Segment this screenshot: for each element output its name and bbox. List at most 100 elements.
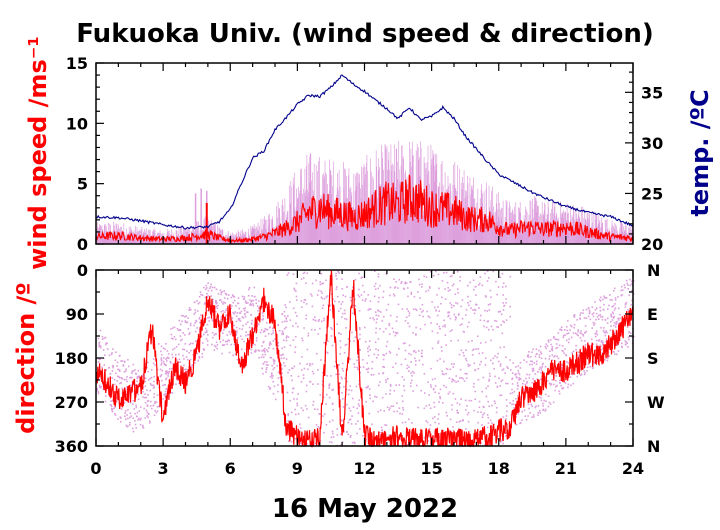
direction-sample-point: [567, 341, 570, 344]
direction-sample-point: [455, 302, 457, 304]
direction-sample-point: [398, 384, 401, 386]
direction-sample-point: [309, 364, 311, 367]
direction-sample-point: [617, 319, 620, 321]
direction-sample-point: [555, 379, 557, 382]
direction-sample-point: [519, 367, 522, 369]
direction-sample-point: [239, 320, 242, 322]
direction-sample-point: [266, 361, 268, 363]
direction-sample-point: [281, 321, 284, 323]
direction-sample-point: [484, 364, 487, 366]
direction-sample-point: [582, 364, 585, 366]
direction-sample-point: [457, 380, 459, 383]
direction-sample-point: [223, 344, 226, 346]
direction-sample-point: [600, 354, 603, 356]
direction-sample-point: [382, 296, 384, 299]
direction-sample-point: [465, 409, 467, 411]
direction-sample-point: [430, 322, 432, 324]
direction-sample-point: [524, 415, 527, 417]
direction-sample-point: [174, 338, 177, 341]
direction-sample-point: [204, 296, 207, 299]
direction-sample-point: [415, 351, 417, 354]
direction-sample-point: [232, 294, 234, 297]
direction-sample-point: [392, 366, 394, 368]
direction-sample-point: [267, 350, 269, 353]
direction-sample-point: [562, 387, 565, 389]
direction-sample-point: [120, 408, 123, 410]
direction-sample-point: [175, 354, 177, 356]
direction-sample-point: [414, 357, 416, 360]
direction-sample-point: [143, 407, 146, 410]
direction-sample-point: [323, 297, 326, 300]
direction-sample-point: [350, 389, 353, 392]
direction-sample-point: [345, 327, 347, 329]
direction-sample-point: [342, 406, 345, 408]
direction-sample-point: [411, 379, 413, 382]
direction-sample-point: [336, 295, 339, 298]
direction-sample-point: [465, 308, 468, 311]
direction-sample-point: [312, 372, 315, 375]
direction-sample-point: [245, 331, 247, 333]
direction-sample-point: [457, 314, 460, 316]
direction-sample-point: [389, 294, 391, 297]
direction-sample-point: [584, 340, 586, 342]
direction-sample-point: [420, 389, 422, 392]
direction-sample-point: [598, 338, 601, 341]
direction-sample-point: [551, 349, 554, 352]
direction-sample-point: [485, 395, 488, 398]
direction-sample-point: [168, 370, 171, 373]
direction-sample-point: [110, 353, 113, 356]
direction-sample-point: [290, 440, 293, 443]
direction-sample-point: [131, 370, 133, 373]
direction-sample-point: [293, 289, 296, 291]
right-y-tick-label: E: [647, 305, 658, 324]
direction-sample-point: [126, 426, 129, 428]
direction-sample-point: [295, 413, 297, 416]
direction-sample-point: [131, 391, 133, 393]
direction-sample-point: [631, 283, 633, 285]
direction-sample-point: [511, 392, 514, 394]
direction-sample-point: [463, 380, 466, 382]
direction-sample-point: [319, 394, 322, 396]
direction-sample-point: [373, 285, 376, 288]
direction-sample-point: [375, 348, 377, 350]
direction-sample-point: [287, 315, 289, 317]
direction-sample-point: [528, 407, 530, 410]
left-y-tick-label: 360: [55, 437, 88, 456]
direction-sample-point: [382, 365, 384, 368]
direction-sample-point: [425, 276, 428, 278]
direction-sample-point: [554, 338, 557, 340]
direction-sample-point: [603, 331, 606, 333]
direction-sample-point: [277, 324, 279, 327]
direction-sample-point: [192, 354, 194, 356]
direction-sample-point: [292, 325, 294, 327]
direction-sample-point: [379, 328, 381, 330]
direction-sample-point: [459, 403, 461, 406]
direction-sample-point: [630, 332, 632, 334]
direction-sample-point: [464, 372, 467, 375]
direction-sample-point: [369, 340, 371, 342]
direction-sample-point: [129, 402, 132, 404]
direction-sample-point: [436, 314, 439, 317]
direction-sample-point: [478, 307, 480, 309]
direction-sample-point: [383, 315, 385, 318]
direction-sample-point: [427, 315, 430, 318]
direction-sample-point: [189, 358, 192, 361]
direction-sample-point: [170, 362, 172, 364]
direction-sample-point: [205, 331, 208, 333]
direction-sample-point: [503, 321, 506, 324]
direction-sample-point: [382, 372, 384, 375]
direction-sample-point: [528, 373, 531, 376]
direction-sample-point: [322, 304, 325, 307]
direction-sample-point: [135, 406, 138, 409]
direction-sample-point: [502, 302, 504, 304]
direction-sample-point: [273, 359, 276, 362]
direction-sample-point: [159, 375, 162, 377]
direction-sample-point: [548, 372, 551, 375]
direction-sample-point: [196, 352, 199, 355]
direction-sample-point: [326, 375, 328, 377]
direction-sample-point: [355, 423, 357, 425]
direction-sample-point: [482, 405, 484, 408]
direction-sample-point: [283, 357, 285, 359]
direction-sample-point: [606, 331, 608, 334]
direction-sample-point: [302, 409, 304, 412]
